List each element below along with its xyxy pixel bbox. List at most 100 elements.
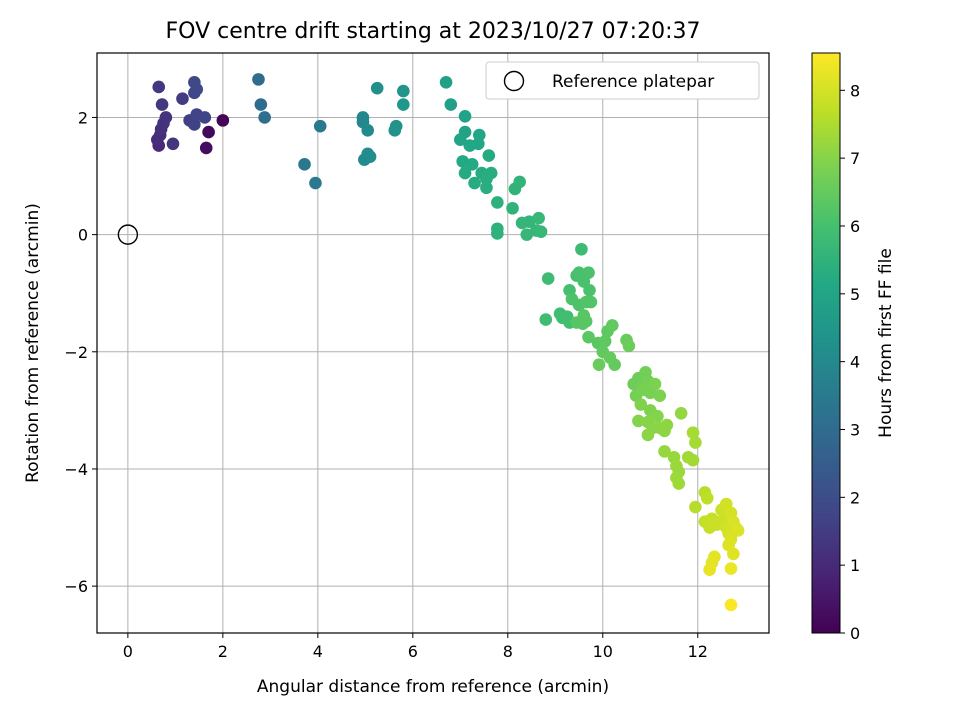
scatter-point [541, 272, 555, 285]
scatter-point [456, 155, 469, 168]
scatter-point [491, 227, 504, 240]
scatter-points [151, 73, 745, 612]
x-axis-label: Angular distance from reference (arcmin) [257, 677, 609, 697]
scatter-point [648, 377, 662, 391]
scatter-point [660, 418, 674, 432]
legend-entry-reference: Reference platepar [552, 72, 714, 92]
colorbar-tick-label: 6 [850, 217, 860, 236]
colorbar-tick-label: 7 [850, 149, 860, 168]
colorbar-tick-label: 3 [850, 420, 860, 439]
colorbar-tick-label: 0 [850, 624, 860, 643]
scatter-point [651, 409, 664, 423]
y-tick-label: −4 [64, 460, 88, 479]
scatter-point [465, 158, 479, 171]
scatter-point [632, 414, 645, 428]
scatter-point [152, 80, 166, 94]
scatter-point [151, 133, 164, 147]
scatter-point [309, 176, 322, 190]
scatter-point [439, 75, 453, 89]
scatter-point [370, 81, 384, 95]
scatter-point [454, 133, 467, 147]
scatter-point [363, 150, 377, 163]
scatter-point [534, 225, 548, 238]
y-tick-label: 2 [78, 108, 88, 127]
scatter-point [199, 141, 213, 155]
scatter-point [689, 500, 702, 514]
scatter-point [188, 75, 201, 89]
x-tick-label: 4 [313, 642, 323, 661]
scatter-point [674, 407, 688, 420]
scatter-point [484, 166, 498, 180]
x-tick-label: 8 [503, 642, 513, 661]
scatter-point [584, 295, 598, 309]
x-tick-label: 0 [123, 642, 133, 661]
scatter-point [686, 453, 700, 467]
y-axis-label: Rotation from reference (arcmin) [23, 203, 43, 483]
scatter-point [482, 149, 496, 162]
scatter-point [686, 426, 700, 439]
scatter-point [583, 283, 596, 297]
scatter-point [361, 124, 374, 137]
scatter-point [468, 176, 481, 190]
scatter-point [622, 339, 636, 353]
y-tick-label: 0 [78, 226, 88, 245]
colorbar-ticks: 0 1 2 3 4 5 6 7 8 [840, 81, 860, 643]
x-tick-label: 2 [218, 642, 228, 661]
reference-point-marker [117, 224, 139, 245]
scatter-point [389, 119, 403, 133]
x-tick-label: 6 [408, 642, 418, 661]
scatter-point [176, 92, 189, 105]
scatter-point [575, 242, 588, 256]
scatter-point [254, 98, 268, 111]
scatter-point [202, 125, 215, 139]
scatter-point [313, 119, 327, 133]
colorbar-tick-label: 5 [850, 285, 860, 304]
scatter-point [700, 491, 714, 505]
y-tick-label: −6 [64, 577, 88, 596]
plot-frame [96, 52, 770, 634]
scatter-point [397, 98, 410, 111]
scatter-point [532, 211, 545, 225]
scatter-point [444, 98, 458, 111]
grid [97, 53, 769, 633]
scatter-point [577, 309, 591, 322]
scatter-point [463, 139, 477, 152]
scatter-point [155, 98, 169, 111]
scatter-point [166, 137, 180, 151]
scatter-point [216, 114, 230, 127]
scatter-point [491, 196, 504, 209]
scatter-point [480, 181, 493, 195]
scatter-point [397, 84, 410, 98]
colorbar-tick-label: 4 [850, 353, 860, 372]
scatter-point [198, 111, 212, 124]
scatter-point [653, 389, 667, 403]
legend-reference-marker [503, 70, 525, 92]
scatter-point [522, 215, 536, 229]
scatter-point [598, 334, 612, 348]
scatter-point [298, 158, 311, 171]
colorbar-label: Hours from first FF file [876, 248, 896, 438]
colorbar-tick-label: 2 [850, 488, 860, 507]
x-axis-ticks: 0 2 4 6 8 10 12 [123, 633, 708, 661]
scatter-point [672, 477, 686, 490]
scatter-point [724, 598, 738, 612]
colorbar-tick-label: 8 [850, 81, 860, 100]
reference-marker-layer [117, 224, 139, 245]
scatter-point [458, 109, 472, 123]
colorbar-tick-label: 1 [850, 556, 860, 575]
scatter-point [605, 319, 619, 332]
scatter-point [658, 445, 671, 458]
scatter-point [582, 266, 595, 279]
scatter-point [458, 166, 472, 180]
scatter-point [582, 330, 595, 344]
scatter-point [641, 428, 655, 442]
scatter-point [520, 228, 534, 241]
scatter-point [513, 175, 526, 189]
scatter-point [258, 111, 271, 124]
colorbar [811, 52, 841, 634]
scatter-point [703, 563, 716, 577]
scatter-point [188, 118, 201, 131]
scatter-point [159, 111, 173, 124]
